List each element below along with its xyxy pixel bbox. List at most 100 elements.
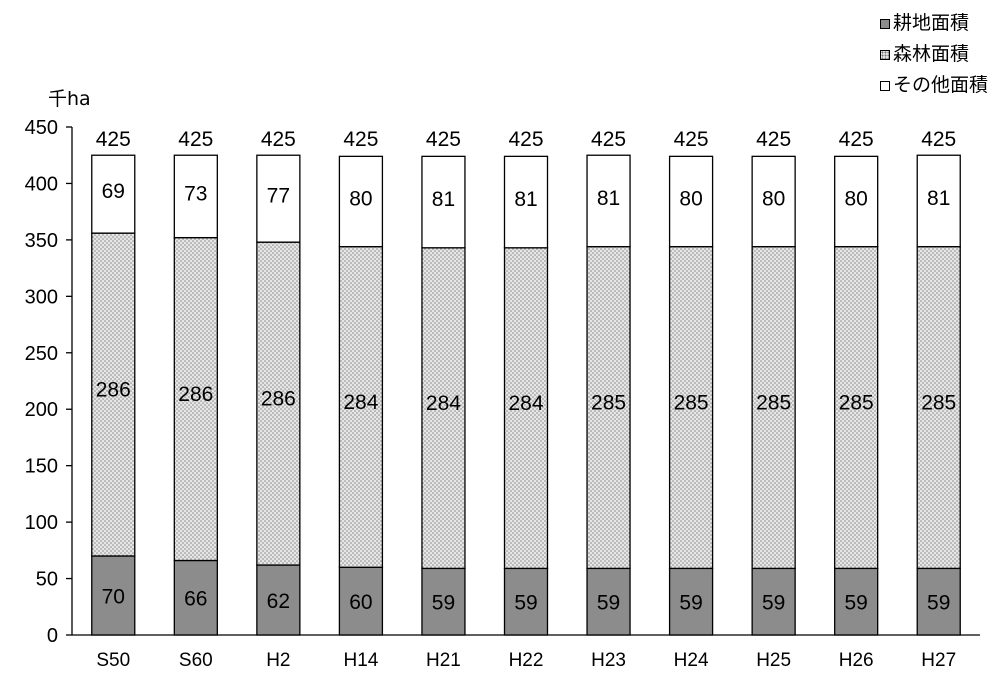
x-category-label: H26	[839, 650, 874, 671]
data-label: 59	[845, 592, 868, 615]
data-label: 81	[927, 187, 950, 210]
total-label: 425	[508, 128, 543, 151]
x-category-label: S60	[179, 650, 213, 671]
bar-segment-forest	[751, 246, 796, 570]
data-label: 285	[591, 392, 626, 415]
bar-segment-forest	[916, 246, 961, 570]
bar-segment-farmland	[173, 559, 218, 636]
bar-segment-other	[586, 154, 631, 248]
bar-segment-other	[421, 155, 466, 249]
data-label: 59	[432, 592, 455, 615]
legend-item-farmland: 耕地面積	[879, 8, 988, 39]
bar-segment-other	[173, 154, 218, 239]
total-label: 425	[839, 128, 874, 151]
legend-item-forest: 森林面積	[879, 39, 988, 70]
data-label: 77	[267, 185, 290, 208]
data-label: 59	[514, 592, 537, 615]
total-label: 425	[674, 128, 709, 151]
bar-segment-other	[338, 155, 384, 248]
x-category-label: H23	[591, 650, 626, 671]
bar-segment-other	[916, 154, 961, 248]
data-label: 284	[343, 391, 378, 414]
y-tick-label: 50	[36, 569, 58, 591]
y-tick-label: 200	[25, 399, 58, 421]
y-tick-label: 350	[25, 230, 58, 252]
data-label: 70	[102, 585, 125, 608]
data-label: 81	[597, 187, 620, 210]
x-category-label: H25	[756, 650, 791, 671]
bar-segment-other	[834, 155, 879, 248]
y-tick-label: 450	[25, 117, 58, 139]
bar-segment-farmland	[256, 564, 301, 636]
total-label: 425	[96, 128, 131, 151]
total-label: 425	[591, 128, 626, 151]
legend-label-forest: 森林面積	[892, 43, 969, 65]
legend-swatch-other	[879, 80, 890, 91]
data-label: 62	[267, 590, 290, 613]
data-label: 286	[261, 388, 296, 411]
bar-segment-forest	[668, 246, 714, 570]
x-category-label: H2	[266, 650, 290, 671]
bar-segment-forest	[256, 241, 301, 566]
total-label: 425	[756, 128, 791, 151]
data-label: 59	[597, 592, 620, 615]
bars	[91, 154, 961, 636]
data-label: 286	[178, 383, 213, 406]
total-label: 425	[261, 128, 296, 151]
data-label: 81	[432, 188, 455, 211]
legend-label-other: その他面積	[892, 74, 988, 96]
bar-segment-farmland	[916, 567, 961, 636]
total-label: 425	[921, 128, 956, 151]
total-label: 425	[426, 128, 461, 151]
data-label: 80	[762, 188, 785, 211]
y-tick-label: 150	[25, 456, 58, 478]
x-category-label: H22	[509, 650, 544, 671]
x-category-label: H27	[921, 650, 956, 671]
bar-segment-farmland	[421, 567, 466, 636]
bar-segment-farmland	[834, 567, 879, 636]
bar-segment-farmland	[586, 567, 631, 636]
data-label: 69	[102, 180, 125, 203]
y-tick-label: 0	[47, 625, 58, 647]
bar-segment-farmland	[751, 567, 796, 636]
bar-segment-forest	[173, 236, 218, 562]
bar-segment-other	[91, 154, 136, 234]
y-tick-label: 300	[25, 286, 58, 308]
data-label: 286	[96, 379, 131, 402]
y-tick-label: 400	[25, 173, 58, 195]
data-label: 285	[674, 392, 709, 415]
data-label: 59	[679, 592, 702, 615]
bar-segment-farmland	[91, 555, 136, 636]
data-label: 60	[349, 591, 372, 614]
x-category-label: S50	[96, 650, 130, 671]
data-label: 81	[514, 188, 537, 211]
bar-segment-other	[256, 154, 301, 243]
legend-label-farmland: 耕地面積	[892, 12, 969, 34]
legend-swatch-forest	[879, 49, 890, 60]
legend-item-other: その他面積	[879, 70, 988, 101]
data-label: 80	[845, 188, 868, 211]
x-category-label: H14	[343, 650, 378, 671]
x-category-label: H24	[674, 650, 709, 671]
data-label: 59	[927, 592, 950, 615]
data-label: 66	[184, 588, 207, 611]
bar-segment-farmland	[668, 567, 714, 636]
bar-segment-other	[503, 155, 549, 249]
total-label: 425	[178, 128, 213, 151]
data-label: 284	[426, 392, 461, 415]
labels: 70 286 69 425 S50 66 286 73 425 S60 62 286 77 425 H2 60…	[96, 128, 957, 671]
y-tick-label: 250	[25, 343, 58, 365]
data-label: 80	[349, 188, 372, 211]
total-label: 425	[343, 128, 378, 151]
bar-segment-forest	[834, 246, 879, 570]
bar-segment-forest	[91, 232, 136, 557]
data-label: 285	[839, 392, 874, 415]
axes: 0 50 100 150 200 250 300 350 400 450	[25, 117, 980, 647]
y-axis-unit-label: 千ha	[48, 88, 91, 110]
data-label: 59	[762, 592, 785, 615]
x-category-label: H21	[426, 650, 461, 671]
data-label: 80	[679, 188, 702, 211]
legend: 耕地面積 森林面積 その他面積	[879, 8, 988, 101]
bar-segment-other	[668, 155, 714, 248]
